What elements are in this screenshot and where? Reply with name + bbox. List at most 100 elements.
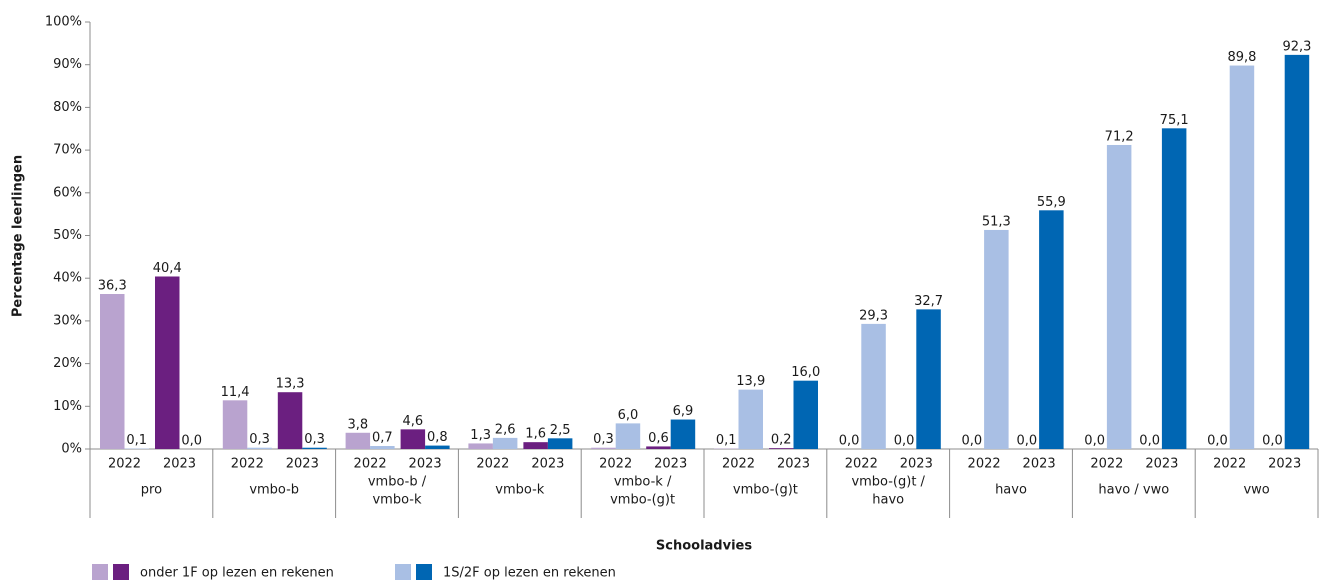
category-label: havo bbox=[872, 493, 904, 508]
category-label: vmbo-(g)t bbox=[610, 493, 675, 508]
bar bbox=[984, 229, 1009, 449]
data-label: 0,0 bbox=[962, 434, 983, 449]
legend-swatch bbox=[113, 564, 129, 580]
data-label: 4,6 bbox=[403, 414, 424, 429]
bar bbox=[1106, 144, 1132, 449]
data-label: 3,8 bbox=[348, 417, 369, 432]
category-label: vmbo-b / bbox=[368, 475, 427, 490]
bar bbox=[492, 437, 518, 449]
y-tick-label: 60% bbox=[53, 185, 82, 200]
category-label: havo / vwo bbox=[1098, 483, 1169, 498]
y-tick-label: 100% bbox=[45, 15, 82, 30]
data-label: 11,4 bbox=[221, 385, 250, 400]
legend-swatch bbox=[416, 564, 432, 580]
bar bbox=[100, 293, 125, 449]
data-label: 0,3 bbox=[249, 432, 270, 447]
year-label: 2022 bbox=[1213, 457, 1246, 472]
bar bbox=[769, 448, 794, 449]
data-label: 75,1 bbox=[1160, 113, 1189, 128]
year-label: 2022 bbox=[968, 457, 1001, 472]
y-tick-label: 10% bbox=[53, 399, 82, 414]
bar bbox=[523, 442, 548, 449]
bar bbox=[345, 432, 371, 449]
data-label: 0,3 bbox=[593, 432, 614, 447]
year-label: 2023 bbox=[1023, 457, 1056, 472]
category-label: havo bbox=[995, 483, 1027, 498]
data-label: 0,0 bbox=[1017, 434, 1038, 449]
data-label: 1,6 bbox=[525, 427, 546, 442]
year-label: 2022 bbox=[845, 457, 878, 472]
data-label: 0,0 bbox=[181, 434, 202, 449]
year-label: 2023 bbox=[1268, 457, 1301, 472]
data-label: 2,5 bbox=[550, 423, 571, 438]
y-tick-label: 20% bbox=[53, 356, 82, 371]
year-label: 2023 bbox=[531, 457, 564, 472]
year-label: 2022 bbox=[722, 457, 755, 472]
data-label: 6,0 bbox=[618, 408, 639, 423]
category-label: vmbo-k bbox=[372, 493, 421, 508]
year-label: 2023 bbox=[777, 457, 810, 472]
bar bbox=[916, 309, 941, 449]
bar bbox=[1284, 54, 1310, 450]
year-label: 2023 bbox=[654, 457, 687, 472]
y-tick-label: 70% bbox=[53, 143, 82, 158]
bar bbox=[670, 419, 696, 449]
data-label: 0,1 bbox=[716, 433, 737, 448]
y-tick-label: 50% bbox=[53, 228, 82, 243]
data-label: 0,0 bbox=[1207, 434, 1228, 449]
data-label: 55,9 bbox=[1037, 195, 1066, 210]
bar bbox=[591, 447, 616, 449]
bar bbox=[247, 447, 272, 449]
y-tick-label: 40% bbox=[53, 271, 82, 286]
year-label: 2022 bbox=[231, 457, 264, 472]
year-label: 2023 bbox=[900, 457, 933, 472]
data-label: 1,3 bbox=[470, 428, 491, 443]
bar bbox=[615, 423, 641, 449]
bar bbox=[646, 446, 671, 449]
data-label: 0,3 bbox=[304, 432, 325, 447]
data-label: 13,9 bbox=[736, 374, 765, 389]
data-label: 0,7 bbox=[372, 431, 393, 446]
category-label: pro bbox=[141, 483, 162, 498]
data-label: 6,9 bbox=[673, 404, 694, 419]
data-label: 36,3 bbox=[98, 278, 127, 293]
data-label: 71,2 bbox=[1105, 129, 1134, 144]
y-tick-label: 0% bbox=[61, 442, 82, 457]
bar bbox=[1229, 65, 1255, 449]
year-label: 2023 bbox=[409, 457, 442, 472]
data-label: 92,3 bbox=[1282, 39, 1311, 54]
legend-label: 1S/2F op lezen en rekenen bbox=[443, 566, 616, 581]
data-label: 40,4 bbox=[153, 261, 182, 276]
year-label: 2022 bbox=[108, 457, 141, 472]
category-label: vmbo-b bbox=[249, 483, 299, 498]
bar bbox=[302, 447, 327, 449]
bar bbox=[738, 389, 763, 449]
year-label: 2022 bbox=[599, 457, 632, 472]
data-label: 13,3 bbox=[276, 377, 305, 392]
data-label: 0,1 bbox=[126, 433, 147, 448]
bar bbox=[155, 276, 180, 449]
bar bbox=[400, 429, 426, 449]
data-label: 0,0 bbox=[1262, 434, 1283, 449]
bar bbox=[468, 443, 493, 449]
y-tick-label: 80% bbox=[53, 100, 82, 115]
bar bbox=[861, 323, 886, 449]
legend-label: onder 1F op lezen en rekenen bbox=[140, 566, 334, 581]
year-label: 2022 bbox=[476, 457, 509, 472]
year-label: 2023 bbox=[163, 457, 196, 472]
category-label: vmbo-(g)t / bbox=[851, 475, 925, 490]
data-label: 0,0 bbox=[894, 434, 915, 449]
data-label: 29,3 bbox=[859, 308, 888, 323]
data-label: 16,0 bbox=[791, 365, 820, 380]
year-label: 2022 bbox=[1090, 457, 1123, 472]
year-label: 2022 bbox=[354, 457, 387, 472]
data-label: 32,7 bbox=[914, 294, 943, 309]
data-label: 89,8 bbox=[1227, 50, 1256, 65]
data-label: 0,2 bbox=[771, 433, 792, 448]
bar bbox=[222, 400, 248, 449]
bar bbox=[547, 438, 573, 449]
y-tick-label: 90% bbox=[53, 57, 82, 72]
bar bbox=[1039, 210, 1064, 449]
legend-swatch bbox=[395, 564, 411, 580]
